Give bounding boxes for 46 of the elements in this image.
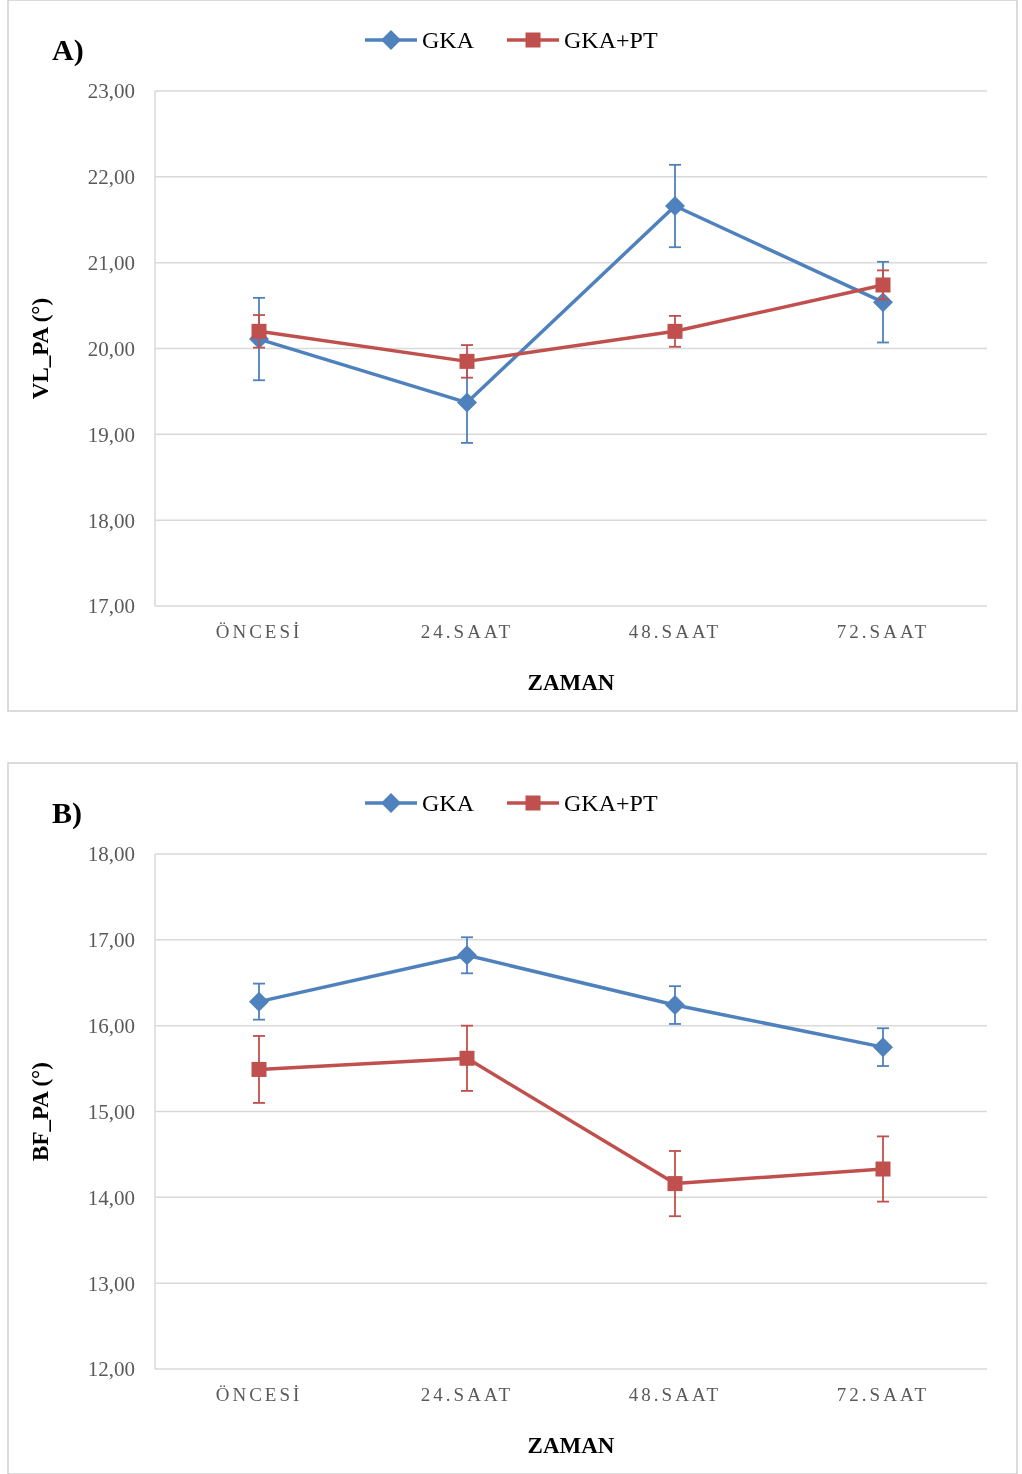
- x-tick-label: 72.SAAT: [836, 621, 930, 642]
- x-tick-label: 72.SAAT: [836, 1384, 930, 1405]
- point: [457, 945, 477, 966]
- point: [249, 991, 269, 1012]
- y-tick-label: 21,00: [87, 251, 135, 276]
- chart-title: A): [52, 33, 84, 67]
- y-axis-title: VL_PA (°): [28, 297, 53, 400]
- x-axis-title: ZAMAN: [527, 670, 615, 695]
- y-tick-label: 18,00: [87, 508, 135, 533]
- legend-label: GKA+PT: [564, 27, 658, 54]
- point: [251, 1061, 267, 1077]
- y-tick-label: 15,00: [87, 1099, 135, 1124]
- chart-title: B): [52, 796, 82, 830]
- legend-label: GKA: [422, 27, 475, 54]
- x-tick-label: 24.SAAT: [420, 621, 514, 642]
- y-tick-label: 22,00: [87, 165, 135, 190]
- x-tick-label: 48.SAAT: [628, 1384, 722, 1405]
- y-tick-label: 16,00: [87, 1014, 135, 1039]
- point: [459, 1050, 475, 1066]
- y-tick-label: 17,00: [87, 594, 135, 619]
- point: [459, 353, 475, 369]
- x-axis-title: ZAMAN: [527, 1433, 615, 1458]
- point: [667, 323, 683, 339]
- point: [875, 1161, 891, 1177]
- x-tick-label: 48.SAAT: [628, 621, 722, 642]
- y-tick-label: 23,00: [87, 79, 135, 104]
- legend-label: GKA+PT: [564, 790, 658, 817]
- y-tick-label: 19,00: [87, 422, 135, 447]
- point: [251, 323, 267, 339]
- point: [873, 1037, 893, 1058]
- y-axis-title: BF_PA (°): [28, 1062, 53, 1161]
- y-tick-label: 18,00: [87, 842, 135, 867]
- x-tick-label: 24.SAAT: [420, 1384, 514, 1405]
- point: [875, 277, 891, 293]
- x-tick-label: ÖNCESİ: [215, 621, 303, 642]
- y-tick-label: 12,00: [87, 1357, 135, 1382]
- point: [665, 196, 685, 217]
- y-tick-label: 13,00: [87, 1271, 135, 1296]
- y-tick-label: 20,00: [87, 336, 135, 361]
- y-tick-label: 14,00: [87, 1185, 135, 1210]
- legend-label: GKA: [422, 790, 475, 817]
- y-tick-label: 17,00: [87, 928, 135, 953]
- point: [665, 995, 685, 1016]
- point: [667, 1176, 683, 1192]
- x-tick-label: ÖNCESİ: [215, 1384, 303, 1405]
- point: [457, 392, 477, 413]
